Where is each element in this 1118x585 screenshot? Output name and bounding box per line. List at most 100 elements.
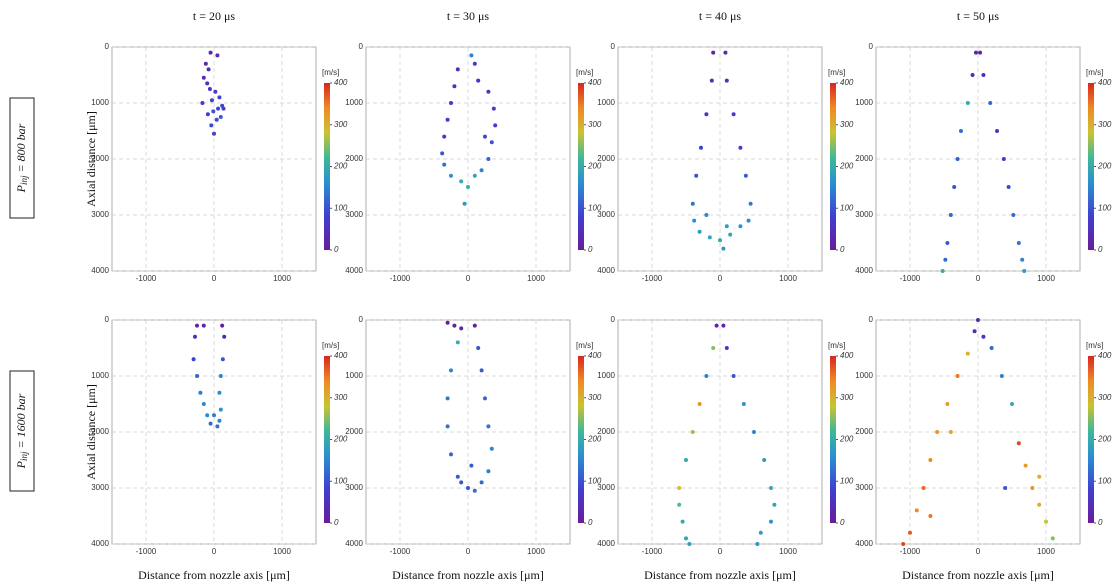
- point: [989, 346, 994, 350]
- x-tick-label: 0: [718, 547, 723, 556]
- point: [192, 334, 197, 339]
- y-tick-label: 4000: [91, 539, 109, 548]
- y-tick-label: 4000: [597, 539, 615, 548]
- x-tick-label: -1000: [390, 274, 411, 283]
- point: [221, 106, 226, 111]
- point: [476, 346, 481, 350]
- colorbar-tick-label: 300: [334, 120, 348, 129]
- y-tick-label: 4000: [345, 539, 363, 548]
- colorbar-tick-label: 400: [840, 78, 854, 87]
- colorbar-tick-label: 0: [334, 518, 339, 527]
- colorbar-tick-label: 300: [840, 120, 854, 129]
- point: [935, 430, 940, 434]
- y-tick-label: 0: [105, 315, 110, 324]
- point: [1010, 402, 1014, 406]
- y-tick-label: 0: [359, 315, 364, 324]
- y-tick-label: 0: [105, 42, 110, 51]
- point: [1030, 486, 1035, 490]
- point: [711, 346, 716, 350]
- colorbar-tick-label: 200: [1097, 162, 1112, 171]
- point: [731, 112, 736, 117]
- point: [755, 542, 760, 546]
- y-tick-label: 3000: [91, 483, 109, 492]
- x-axis-label: Distance from nozzle axis [μm]: [392, 568, 544, 582]
- x-tick-label: 0: [466, 274, 471, 283]
- point: [479, 168, 484, 173]
- point: [479, 480, 484, 485]
- point: [981, 73, 986, 77]
- point: [748, 201, 753, 206]
- colorbar-label: [m/s]: [576, 341, 593, 350]
- point: [1006, 185, 1011, 189]
- x-tick-label: -1000: [136, 274, 157, 283]
- point: [684, 458, 688, 462]
- point: [1020, 257, 1025, 262]
- colorbar-tick-label: 0: [840, 518, 845, 527]
- y-tick-label: 2000: [855, 154, 873, 163]
- point: [721, 246, 726, 251]
- x-tick-label: 1000: [273, 547, 291, 556]
- point: [714, 323, 719, 328]
- point: [209, 98, 214, 103]
- colorbar-tick-label: 300: [334, 393, 348, 402]
- y-tick-label: 3000: [855, 483, 873, 492]
- point: [940, 269, 945, 273]
- point: [945, 402, 950, 406]
- y-tick-label: 2000: [91, 154, 109, 163]
- point: [476, 78, 481, 83]
- point: [472, 61, 477, 66]
- point: [981, 334, 986, 339]
- y-tick-label: 4000: [855, 539, 873, 548]
- point: [769, 486, 773, 490]
- row-label-symbol: P: [14, 460, 28, 469]
- colorbar: [830, 83, 836, 250]
- point: [445, 396, 450, 401]
- point: [692, 218, 697, 223]
- point: [206, 67, 211, 72]
- panel-title: t = 30 μs: [447, 9, 490, 23]
- colorbar-tick-label: 400: [588, 351, 602, 360]
- y-tick-label: 2000: [91, 427, 109, 436]
- y-tick-label: 2000: [597, 427, 615, 436]
- colorbar-label: [m/s]: [322, 68, 339, 77]
- point: [945, 241, 950, 245]
- colorbar-tick-label: 100: [1098, 203, 1112, 212]
- point: [222, 334, 227, 339]
- point: [1044, 519, 1048, 524]
- point: [466, 185, 470, 189]
- point: [901, 542, 906, 546]
- point: [459, 326, 464, 331]
- point: [215, 53, 220, 58]
- x-tick-label: 1000: [527, 547, 545, 556]
- y-tick-label: 1000: [91, 98, 109, 107]
- point: [449, 101, 453, 105]
- point: [455, 67, 460, 72]
- row-label-text: = 800 bar: [14, 123, 28, 172]
- y-tick-label: 1000: [345, 371, 363, 380]
- point: [752, 430, 756, 434]
- x-tick-label: 0: [466, 547, 471, 556]
- point: [1037, 502, 1042, 507]
- point: [445, 117, 450, 122]
- x-tick-label: 1000: [273, 274, 291, 283]
- row-label-symbol: P: [14, 184, 28, 193]
- point: [741, 402, 746, 406]
- point: [976, 318, 980, 322]
- x-tick-label: 1000: [1037, 547, 1055, 556]
- point: [449, 368, 453, 373]
- point: [721, 323, 726, 328]
- point: [995, 129, 1000, 133]
- colorbar-tick-label: 0: [840, 245, 845, 254]
- point: [217, 390, 222, 395]
- point: [698, 145, 703, 150]
- colorbar-tick-label: 100: [588, 476, 602, 485]
- point: [908, 530, 912, 535]
- point: [999, 374, 1004, 378]
- point: [738, 224, 743, 229]
- point: [213, 89, 218, 94]
- row-label-box: [9, 97, 35, 219]
- point: [455, 340, 460, 345]
- colorbar-tick-label: 100: [1098, 476, 1112, 485]
- point: [207, 87, 212, 91]
